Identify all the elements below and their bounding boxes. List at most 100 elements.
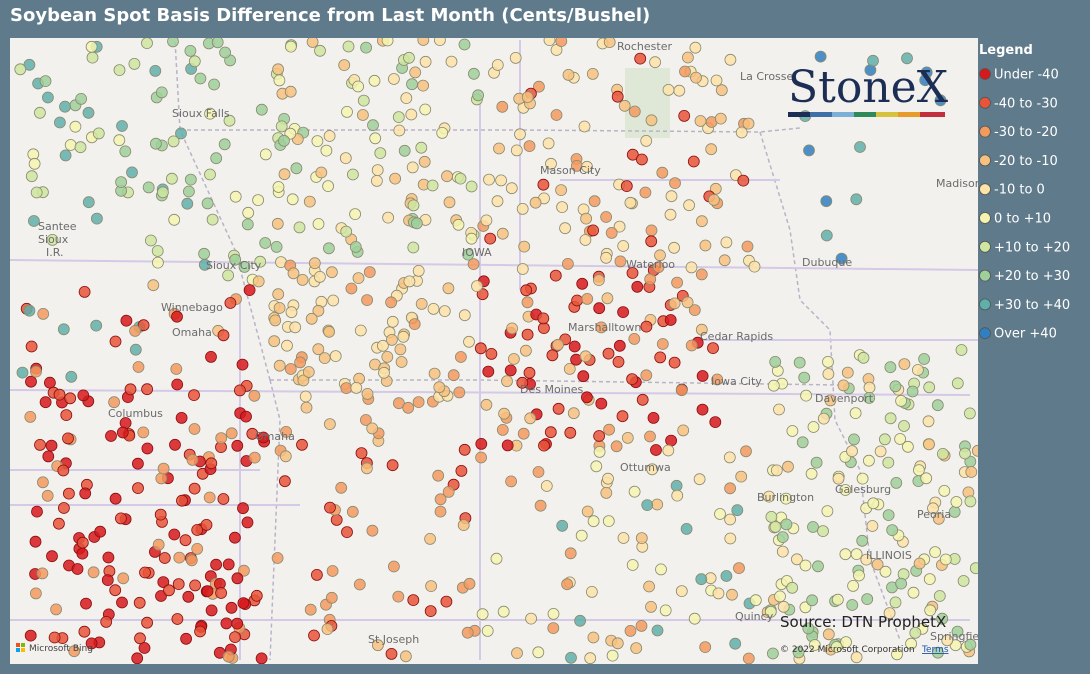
station-marker xyxy=(559,222,571,235)
station-marker xyxy=(36,567,49,580)
station-marker xyxy=(508,353,520,365)
station-marker xyxy=(312,343,325,356)
station-marker xyxy=(222,269,235,282)
station-marker xyxy=(710,74,723,87)
place-label: Columbus xyxy=(108,407,163,420)
station-marker xyxy=(898,358,911,371)
station-marker xyxy=(280,425,293,438)
place-label: La Crosse xyxy=(740,70,794,83)
station-marker xyxy=(108,396,120,409)
station-marker xyxy=(782,460,794,473)
station-marker xyxy=(861,593,874,605)
legend-swatch xyxy=(979,68,991,80)
station-marker xyxy=(767,647,779,660)
station-marker xyxy=(392,111,405,123)
station-marker xyxy=(408,318,421,331)
station-marker xyxy=(654,249,666,262)
title: Soybean Spot Basis Difference from Last … xyxy=(10,5,650,26)
station-marker xyxy=(856,534,869,547)
station-marker xyxy=(325,266,338,279)
station-marker xyxy=(24,629,37,642)
station-marker xyxy=(46,233,59,246)
place-label: Sioux xyxy=(38,233,69,246)
station-marker xyxy=(645,235,658,248)
station-marker xyxy=(314,44,326,57)
station-marker xyxy=(409,66,422,79)
station-marker xyxy=(581,391,593,404)
station-marker xyxy=(726,588,738,601)
station-marker xyxy=(407,594,420,606)
station-marker xyxy=(631,280,644,293)
station-marker xyxy=(576,277,589,290)
station-marker xyxy=(188,482,201,495)
station-marker xyxy=(447,369,460,382)
station-marker xyxy=(742,652,755,664)
station-marker xyxy=(399,650,412,663)
station-marker xyxy=(354,324,367,337)
station-marker xyxy=(296,273,309,286)
station-marker xyxy=(308,629,320,642)
station-marker xyxy=(587,515,600,528)
station-marker xyxy=(165,172,178,185)
legend-label: Over +40 xyxy=(994,327,1057,342)
station-marker xyxy=(614,255,627,268)
station-marker xyxy=(109,584,122,597)
station-marker xyxy=(562,69,575,81)
station-marker xyxy=(237,597,250,609)
station-marker xyxy=(323,418,336,431)
place-label: Springfield xyxy=(930,630,989,643)
station-marker xyxy=(841,366,854,379)
station-marker xyxy=(498,407,511,420)
station-marker xyxy=(628,485,641,498)
station-marker xyxy=(588,195,601,208)
station-marker xyxy=(521,328,534,341)
station-marker xyxy=(646,463,659,476)
station-marker xyxy=(579,234,592,246)
station-marker xyxy=(517,427,530,440)
station-marker xyxy=(547,622,560,634)
station-marker xyxy=(175,411,188,424)
station-marker xyxy=(385,648,398,660)
station-marker xyxy=(171,613,184,625)
station-marker xyxy=(463,577,476,590)
station-marker xyxy=(525,612,537,625)
station-marker xyxy=(418,155,431,168)
station-marker xyxy=(682,51,694,64)
station-marker xyxy=(59,149,72,162)
terms-link[interactable]: Terms xyxy=(921,645,949,655)
station-marker xyxy=(357,94,370,107)
station-marker xyxy=(867,54,879,67)
station-marker xyxy=(673,84,686,97)
place-label: Mason City xyxy=(540,164,601,177)
station-marker xyxy=(312,218,325,230)
station-marker xyxy=(24,410,37,423)
station-marker xyxy=(229,190,242,203)
station-marker xyxy=(346,168,359,181)
station-marker xyxy=(587,631,600,644)
station-marker xyxy=(30,365,42,378)
station-marker xyxy=(509,52,522,64)
station-marker xyxy=(412,264,425,277)
station-marker xyxy=(116,596,128,609)
place-label: Omaha xyxy=(255,430,295,443)
station-marker xyxy=(144,234,157,247)
station-marker xyxy=(543,38,556,46)
station-marker xyxy=(259,237,272,249)
station-marker xyxy=(850,651,863,664)
station-marker xyxy=(167,135,180,148)
station-marker xyxy=(724,532,737,545)
station-marker xyxy=(425,580,438,592)
station-marker xyxy=(191,524,204,536)
station-marker xyxy=(593,274,605,287)
station-marker xyxy=(923,438,935,451)
station-marker xyxy=(171,310,183,323)
station-marker xyxy=(37,307,50,320)
station-marker xyxy=(131,457,144,470)
station-marker xyxy=(662,444,675,457)
station-marker xyxy=(626,148,639,161)
station-marker xyxy=(457,519,470,531)
station-marker xyxy=(669,177,681,190)
station-marker xyxy=(443,196,456,209)
station-marker xyxy=(71,563,84,575)
legend-swatch xyxy=(979,212,991,224)
